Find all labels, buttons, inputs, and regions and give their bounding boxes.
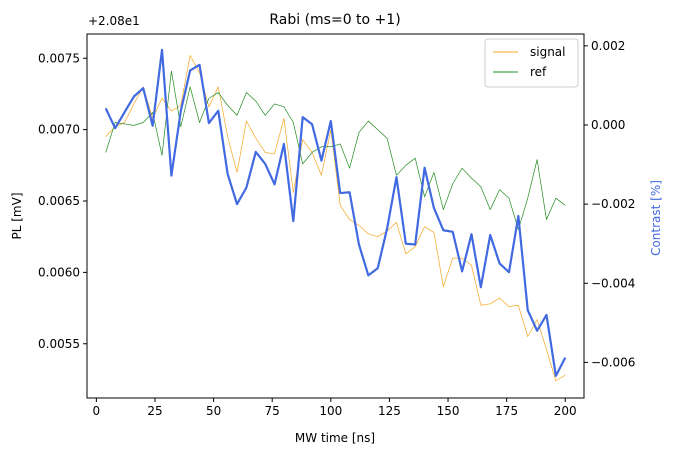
- y-left-tick-label: 0.0060: [38, 265, 80, 279]
- y-left-tick-label: 0.0055: [38, 337, 80, 351]
- x-tick-label: 150: [437, 404, 460, 418]
- contrast-line: [104, 48, 567, 377]
- x-tick-label: 25: [147, 404, 162, 418]
- y-right-tick-label: 0.002: [591, 39, 625, 53]
- y-left-tick-label: 0.0070: [38, 123, 80, 137]
- x-axis-label: MW time [ns]: [295, 431, 375, 445]
- y-axis-label-right: Contrast [%]: [649, 180, 663, 256]
- axes: 0 25 50 75 100 125 150 175 200 0.0055 0.0060 0.0065…: [38, 33, 635, 418]
- ref-line: [105, 70, 566, 230]
- legend-label-ref: ref: [530, 65, 547, 79]
- plot-frame: [86, 33, 585, 399]
- y-axis-label-left: PL [mV]: [10, 193, 24, 240]
- chart-title: Rabi (ms=0 to +1): [269, 12, 400, 28]
- legend-box: [484, 38, 579, 88]
- y-left-tick-label: 0.0065: [38, 194, 80, 208]
- x-tick-label: 175: [495, 404, 518, 418]
- legend: signal ref: [484, 38, 579, 88]
- x-tick-label: 75: [265, 404, 280, 418]
- y-offset-text: +2.08e1: [88, 14, 140, 28]
- signal-line: [105, 55, 566, 382]
- y-left-tick-label: 0.0075: [38, 51, 80, 65]
- legend-label-signal: signal: [530, 45, 566, 59]
- y-right-tick-label: −0.006: [591, 355, 635, 369]
- plot-area: [104, 48, 567, 382]
- y-right-tick-label: 0.000: [591, 118, 625, 132]
- x-tick-label: 50: [206, 404, 221, 418]
- y-right-tick-label: −0.004: [591, 276, 635, 290]
- x-tick-label: 100: [319, 404, 342, 418]
- x-tick-label: 200: [554, 404, 577, 418]
- x-tick-label: 0: [93, 404, 101, 418]
- y-right-tick-label: −0.002: [591, 197, 635, 211]
- x-tick-label: 125: [378, 404, 401, 418]
